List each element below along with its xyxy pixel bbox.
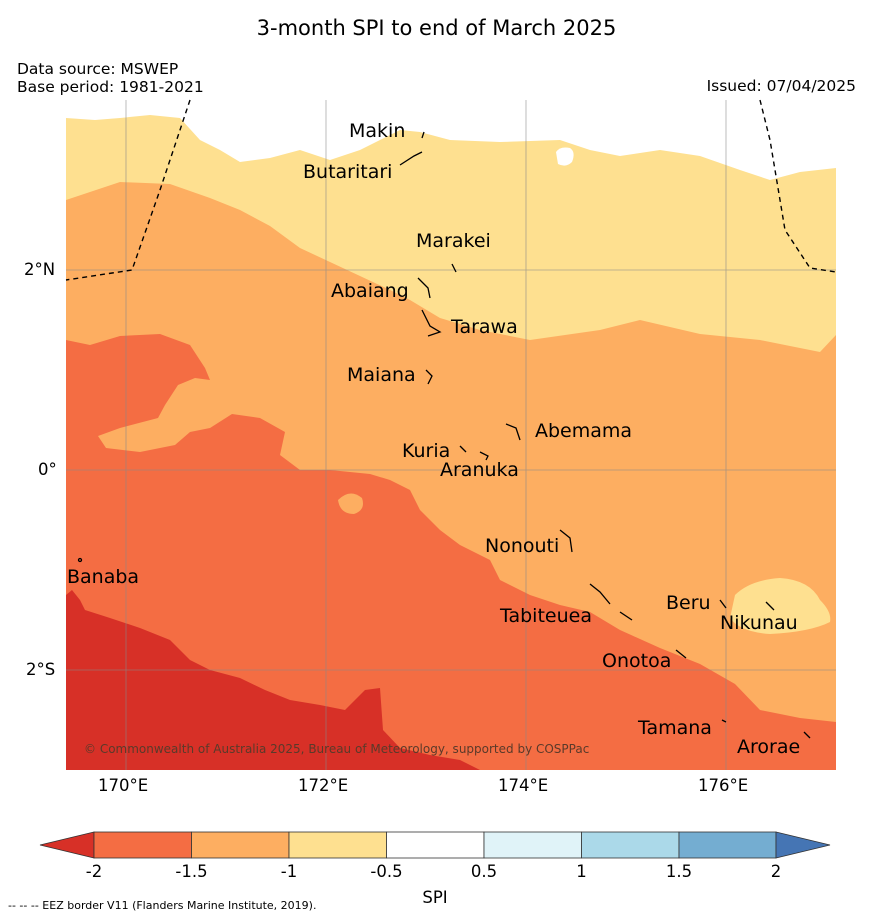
colorbar-segment <box>678 831 777 859</box>
colorbar-tick: -0.5 <box>370 862 403 881</box>
place-makin: Makin <box>349 120 406 142</box>
place-nonouti: Nonouti <box>485 535 560 557</box>
colorbar-label: SPI <box>422 888 448 907</box>
colorbar-under-2 <box>39 831 95 859</box>
place-abaiang: Abaiang <box>331 280 409 302</box>
data-source-text: Data source: MSWEP <box>17 60 179 78</box>
colorbar-tick: 2 <box>770 862 782 881</box>
colorbar-segment <box>93 831 192 859</box>
source-info: Data source: MSWEP Base period: 1981-202… <box>17 60 204 96</box>
spi-zone-near-normal <box>66 100 836 180</box>
colorbar-tick: 1 <box>576 862 587 881</box>
colorbar-tick: -2 <box>85 862 103 881</box>
place-abemama: Abemama <box>535 420 633 442</box>
lon-label-176: 176°E <box>698 776 749 795</box>
colorbar-tick: -1 <box>280 862 298 881</box>
place-kuria: Kuria <box>402 440 451 462</box>
lon-label-170: 170°E <box>98 776 149 795</box>
colorbar-tick: 1.5 <box>665 862 693 881</box>
place-beru: Beru <box>666 592 711 614</box>
place-tabiteuea: Tabiteuea <box>500 605 592 627</box>
lon-label-172: 172°E <box>298 776 349 795</box>
place-tarawa: Tarawa <box>451 316 518 338</box>
colorbar-over-2 <box>775 831 831 859</box>
lat-label-2n: 2°N <box>24 260 56 279</box>
map-title: 3-month SPI to end of March 2025 <box>256 16 617 40</box>
base-period-text: Base period: 1981-2021 <box>17 78 204 96</box>
issued-date: Issued: 07/04/2025 <box>706 77 856 95</box>
lon-label-174: 174°E <box>498 776 549 795</box>
spi-zone-nikunau-blob <box>730 578 831 634</box>
eez-legend-note: -- -- -- EEZ border V11 (Flanders Marine… <box>8 899 317 912</box>
colorbar-tick: 0.5 <box>470 862 498 881</box>
lat-label-0: 0° <box>38 460 57 479</box>
lat-label-2s: 2°S <box>26 660 56 679</box>
place-aranuka: Aranuka <box>440 459 519 481</box>
colorbar-segment <box>191 831 290 859</box>
spi-zone-slightly-dry <box>66 100 836 352</box>
colorbar-segment <box>386 831 485 859</box>
place-onotoa: Onotoa <box>602 650 672 672</box>
place-nikunau: Nikunau <box>720 612 798 634</box>
spi-zone-very-dry <box>66 334 836 770</box>
colorbar-tick: -1.5 <box>175 862 208 881</box>
copyright-text: © Commonwealth of Australia 2025, Bureau… <box>84 742 590 756</box>
place-butaritari: Butaritari <box>303 161 393 183</box>
colorbar-segment <box>581 831 680 859</box>
island-outlines <box>77 131 811 739</box>
place-tamana: Tamana <box>638 717 712 739</box>
place-maiana: Maiana <box>347 364 416 386</box>
place-banaba: Banaba <box>67 566 140 588</box>
place-marakei: Marakei <box>416 230 491 252</box>
spi-zone-extremely-dry <box>66 590 480 770</box>
colorbar-segment <box>288 831 387 859</box>
map-gridlines <box>66 100 836 770</box>
colorbar-segment <box>483 831 582 859</box>
place-arorae: Arorae <box>737 736 801 758</box>
eez-borders <box>65 99 837 281</box>
